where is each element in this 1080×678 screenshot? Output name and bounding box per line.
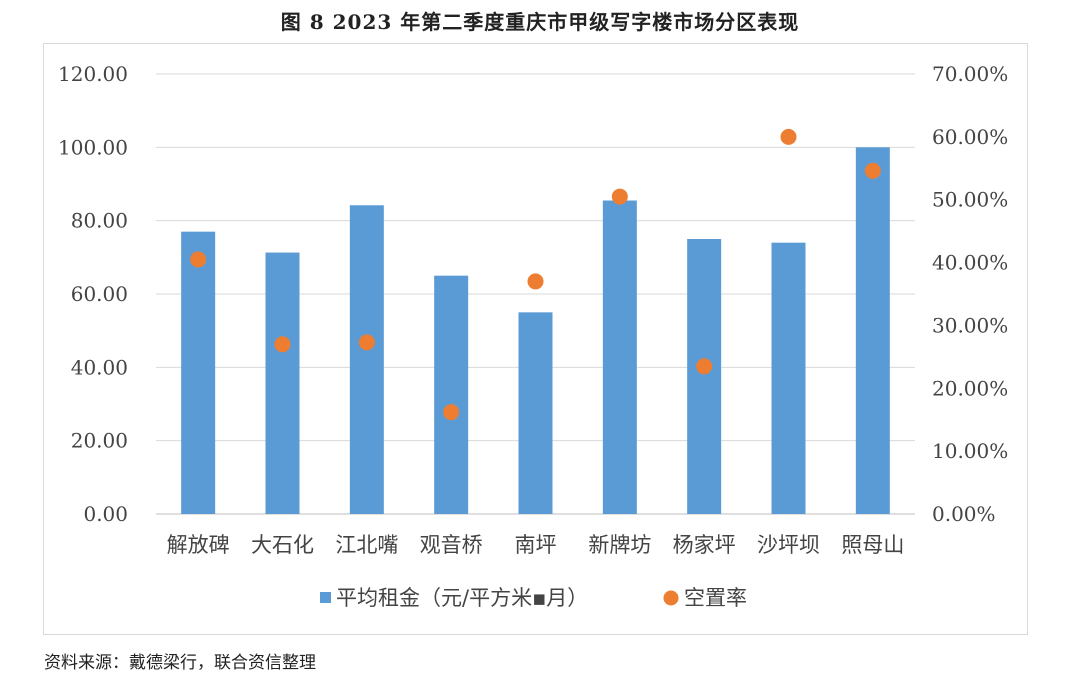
source-note: 资料来源：戴德梁行，联合资信整理 — [44, 653, 316, 673]
left-tick-label: 80.00 — [71, 209, 128, 233]
right-tick-label: 30.00% — [932, 313, 1008, 337]
scatter-point — [274, 336, 291, 353]
bar — [181, 231, 216, 514]
legend-bar-swatch — [320, 592, 331, 603]
chart-title: 图 8 2023 年第二季度重庆市甲级写字楼市场分区表现 — [280, 10, 800, 34]
scatter-point — [358, 334, 375, 351]
left-tick-label: 20.00 — [71, 429, 128, 453]
bar — [771, 242, 806, 514]
bar — [265, 252, 300, 515]
left-tick-label: 120.00 — [58, 62, 128, 86]
category-labels: 解放碑 大石化 江北嘴 观音桥 南坪 新牌坊 杨家坪 沙坪坝 照母山 — [167, 533, 905, 557]
category-label: 沙坪坝 — [757, 533, 820, 557]
category-label: 新牌坊 — [588, 533, 651, 557]
category-label: 江北嘴 — [335, 533, 398, 557]
category-label: 观音桥 — [420, 533, 483, 557]
bar-series — [181, 147, 890, 515]
legend: 平均租金（元/平方米▪月） 空置率 — [320, 586, 747, 610]
right-axis-labels: 0.00% 10.00% 20.00% 30.00% 40.00% 50.00% 60.00… — [932, 62, 1008, 526]
legend-dot-label: 空置率 — [684, 586, 747, 610]
right-tick-label: 0.00% — [932, 502, 996, 526]
left-tick-label: 60.00 — [71, 282, 128, 306]
legend-bar-label: 平均租金（元/平方米▪月） — [336, 586, 588, 610]
legend-dot-swatch — [663, 590, 679, 606]
scatter-point — [780, 128, 797, 145]
right-tick-label: 60.00% — [932, 125, 1008, 149]
category-label: 解放碑 — [167, 533, 230, 557]
left-tick-label: 100.00 — [58, 135, 128, 159]
bar — [434, 275, 469, 514]
scatter-point — [190, 251, 207, 268]
right-tick-label: 70.00% — [932, 62, 1008, 86]
bar — [349, 205, 384, 514]
bar — [602, 200, 637, 514]
scatter-point — [611, 188, 628, 205]
bar — [687, 239, 722, 514]
scatter-point — [527, 273, 544, 290]
category-label: 杨家坪 — [673, 533, 736, 557]
category-label: 南坪 — [515, 533, 557, 557]
scatter-point — [443, 404, 460, 421]
chart-frame — [43, 43, 1028, 635]
left-tick-label: 40.00 — [71, 355, 128, 379]
scatter-point — [696, 358, 713, 375]
right-tick-label: 20.00% — [932, 376, 1008, 400]
scatter-series — [190, 128, 881, 421]
right-tick-label: 10.00% — [932, 439, 1008, 463]
category-label: 照母山 — [841, 533, 904, 557]
bar — [518, 312, 553, 514]
scatter-point — [864, 162, 881, 179]
category-label: 大石化 — [251, 533, 314, 557]
left-axis-labels: 0.00 20.00 40.00 60.00 80.00 100.00 120.00 — [58, 62, 128, 526]
right-tick-label: 40.00% — [932, 251, 1008, 275]
left-tick-label: 0.00 — [83, 502, 128, 526]
bar — [855, 147, 890, 515]
right-tick-label: 50.00% — [932, 188, 1008, 212]
